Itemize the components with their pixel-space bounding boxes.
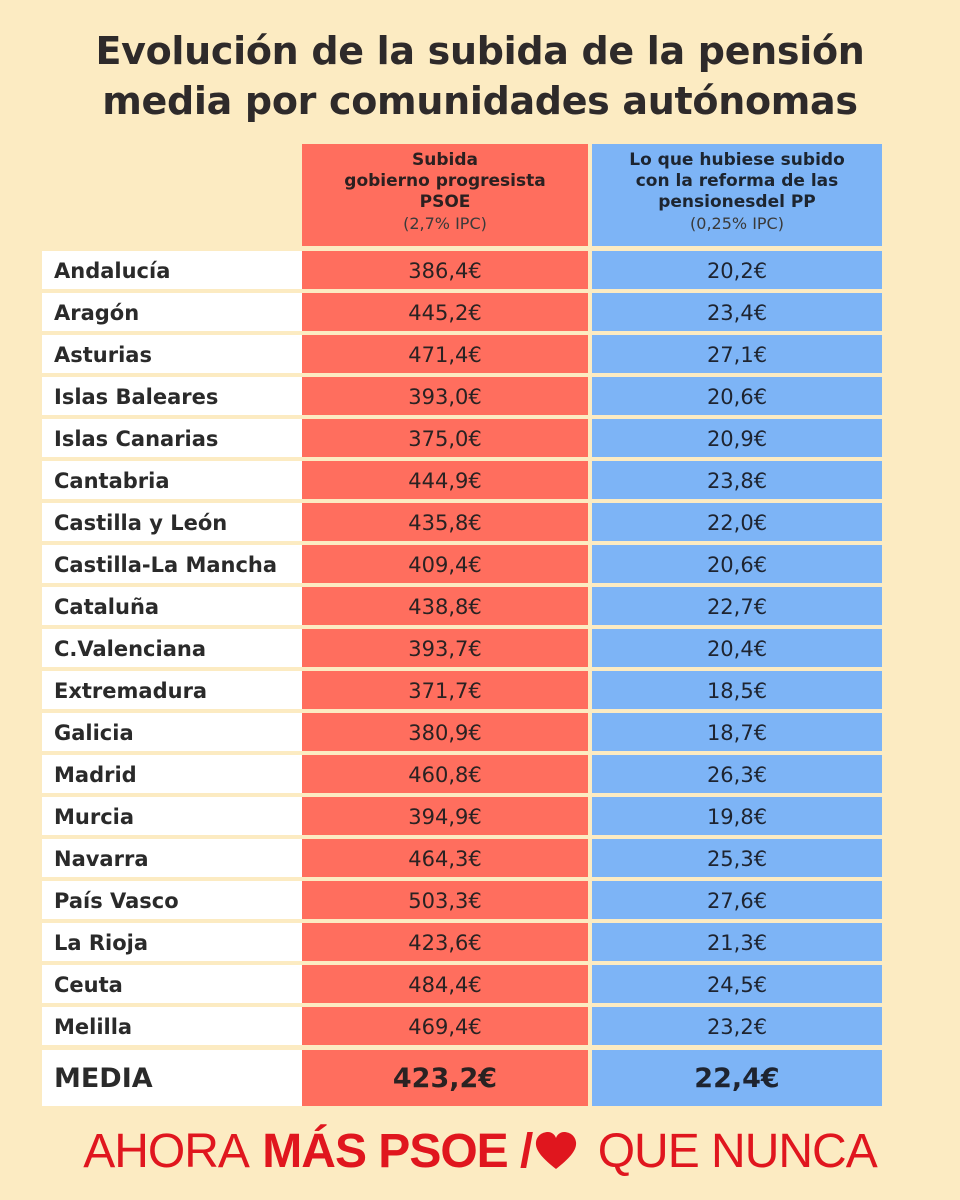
pp-header-line-1: Lo que hubiese subido [629,150,845,170]
region-name: Extremadura [42,671,310,709]
pp-value: 18,7€ [592,713,882,751]
table-row: Islas Baleares 393,0€ 20,6€ [42,377,882,415]
region-name: Castilla-La Mancha [42,545,310,583]
page-title: Evolución de la subida de la pensión med… [0,26,960,126]
table-row: Ceuta 484,4€ 24,5€ [42,965,882,1003]
psoe-value: 393,0€ [302,377,588,415]
column-header-pp: Lo que hubiese subido con la reforma de … [592,144,882,246]
pp-value: 27,6€ [592,881,882,919]
table-row: Navarra 464,3€ 25,3€ [42,839,882,877]
pp-value: 23,2€ [592,1007,882,1045]
table-row: Extremadura 371,7€ 18,5€ [42,671,882,709]
region-name: Melilla [42,1007,310,1045]
region-name: Murcia [42,797,310,835]
region-name: Galicia [42,713,310,751]
region-name: Islas Baleares [42,377,310,415]
pp-value: 21,3€ [592,923,882,961]
total-psoe-value: 423,2€ [302,1050,588,1106]
psoe-value: 469,4€ [302,1007,588,1045]
psoe-header-line-2: gobierno progresista [344,171,546,191]
region-name: Andalucía [42,251,310,289]
table-row: Asturias 471,4€ 27,1€ [42,335,882,373]
table-row: Castilla y León 435,8€ 22,0€ [42,503,882,541]
psoe-value: 460,8€ [302,755,588,793]
region-name: Cataluña [42,587,310,625]
psoe-value: 409,4€ [302,545,588,583]
region-name: Castilla y León [42,503,310,541]
pp-value: 20,6€ [592,377,882,415]
psoe-value: 444,9€ [302,461,588,499]
region-name: Navarra [42,839,310,877]
table-row: La Rioja 423,6€ 21,3€ [42,923,882,961]
region-name: La Rioja [42,923,310,961]
psoe-value: 464,3€ [302,839,588,877]
table-row: C.Valenciana 393,7€ 20,4€ [42,629,882,667]
region-name: C.Valenciana [42,629,310,667]
psoe-value: 438,8€ [302,587,588,625]
pp-value: 23,8€ [592,461,882,499]
psoe-value: 503,3€ [302,881,588,919]
region-name: Madrid [42,755,310,793]
pp-value: 26,3€ [592,755,882,793]
pp-header-line-2: con la reforma de las [635,171,839,191]
psoe-value: 393,7€ [302,629,588,667]
pp-value: 20,4€ [592,629,882,667]
table-row: País Vasco 503,3€ 27,6€ [42,881,882,919]
pp-value: 25,3€ [592,839,882,877]
psoe-value: 484,4€ [302,965,588,1003]
pp-value: 23,4€ [592,293,882,331]
psoe-value: 380,9€ [302,713,588,751]
region-name: Islas Canarias [42,419,310,457]
pp-value: 24,5€ [592,965,882,1003]
table-row: Murcia 394,9€ 19,8€ [42,797,882,835]
psoe-value: 371,7€ [302,671,588,709]
table-row: Castilla-La Mancha 409,4€ 20,6€ [42,545,882,583]
psoe-header-line-1: Subida [412,150,478,170]
table-row: Cataluña 438,8€ 22,7€ [42,587,882,625]
pp-value: 20,2€ [592,251,882,289]
pp-value: 18,5€ [592,671,882,709]
region-name: Ceuta [42,965,310,1003]
slogan-part-2: MÁS PSOE / [262,1125,533,1178]
column-header-psoe: Subida gobierno progresista PSOE (2,7% I… [302,144,588,246]
psoe-value: 375,0€ [302,419,588,457]
slogan-part-3: QUE NUNCA [597,1125,878,1178]
psoe-value: 394,9€ [302,797,588,835]
slogan-part-1: AHORA [83,1125,250,1178]
psoe-header-note: (2,7% IPC) [403,214,487,233]
table-row-total: MEDIA 423,2€ 22,4€ [42,1050,882,1106]
pp-header-line-3: pensionesdel PP [658,192,816,212]
pp-header-note: (0,25% IPC) [690,214,784,233]
psoe-value: 445,2€ [302,293,588,331]
heart-icon [534,1128,578,1184]
table-row: Galicia 380,9€ 18,7€ [42,713,882,751]
region-name: País Vasco [42,881,310,919]
pp-value: 19,8€ [592,797,882,835]
title-line-2: media por comunidades autónomas [102,79,858,123]
psoe-value: 386,4€ [302,251,588,289]
slogan-footer: AHORA MÁS PSOE / QUE NUNCA [0,1124,960,1180]
title-line-1: Evolución de la subida de la pensión [95,29,865,73]
table-row: Andalucía 386,4€ 20,2€ [42,251,882,289]
psoe-header-line-3: PSOE [419,192,471,212]
table-row: Melilla 469,4€ 23,2€ [42,1007,882,1045]
region-name: Cantabria [42,461,310,499]
pp-value: 22,7€ [592,587,882,625]
pp-value: 20,9€ [592,419,882,457]
table-row: Madrid 460,8€ 26,3€ [42,755,882,793]
table-row: Islas Canarias 375,0€ 20,9€ [42,419,882,457]
total-pp-value: 22,4€ [592,1050,882,1106]
region-name: Aragón [42,293,310,331]
psoe-value: 471,4€ [302,335,588,373]
psoe-value: 435,8€ [302,503,588,541]
pp-value: 20,6€ [592,545,882,583]
pp-value: 22,0€ [592,503,882,541]
table-row: Cantabria 444,9€ 23,8€ [42,461,882,499]
pp-value: 27,1€ [592,335,882,373]
table-row: Aragón 445,2€ 23,4€ [42,293,882,331]
region-name: Asturias [42,335,310,373]
total-label: MEDIA [42,1050,310,1106]
psoe-value: 423,6€ [302,923,588,961]
